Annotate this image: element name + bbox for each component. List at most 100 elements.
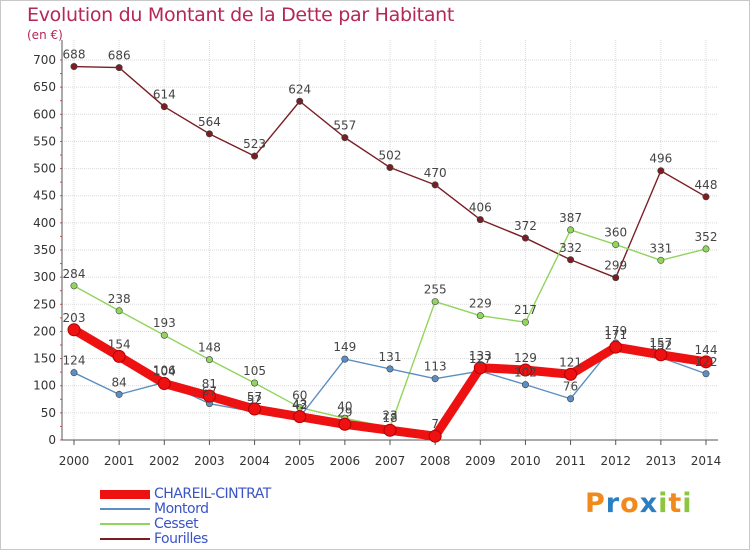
data-label: 217: [514, 303, 537, 317]
y-tick-label: 500: [33, 162, 56, 176]
legend-label: Fourilles: [154, 531, 208, 547]
data-label: 52: [247, 393, 262, 407]
proxiti-logo: Proxiti: [585, 488, 693, 519]
y-tick-label: 650: [33, 80, 56, 94]
data-point: [654, 348, 668, 362]
x-tick-label: 2003: [194, 454, 225, 468]
data-label: 331: [649, 241, 672, 255]
y-tick-label: 550: [33, 134, 56, 148]
logo-letter: x: [639, 488, 659, 519]
data-label: 144: [695, 343, 718, 357]
data-label: 122: [695, 355, 718, 369]
y-tick-label: 600: [33, 107, 56, 121]
data-label: 23: [382, 409, 397, 423]
y-tick-label: 200: [33, 324, 56, 338]
y-tick-label: 300: [33, 270, 56, 284]
data-point: [564, 367, 578, 381]
legend-item-cesset: Cesset: [100, 516, 199, 532]
data-label: 332: [559, 241, 582, 255]
data-label: 127: [469, 352, 492, 366]
data-label: 557: [333, 119, 356, 133]
data-label: 688: [63, 48, 86, 62]
data-label: 81: [202, 377, 217, 391]
x-tick-label: 2007: [375, 454, 406, 468]
legend-swatch: [100, 489, 150, 499]
data-point: [205, 356, 213, 364]
data-label: 124: [63, 354, 86, 368]
data-point: [702, 370, 710, 378]
data-point: [251, 379, 259, 387]
data-point: [567, 256, 575, 264]
data-point: [386, 163, 394, 171]
data-label: 229: [469, 297, 492, 311]
data-point: [476, 312, 484, 320]
data-point: [115, 64, 123, 72]
y-tick-label: 150: [33, 352, 56, 366]
data-point: [431, 298, 439, 306]
legend-item-fourilles: Fourilles: [100, 531, 208, 547]
data-point: [70, 63, 78, 71]
data-label: 133: [469, 349, 492, 363]
data-point: [699, 355, 713, 369]
legend-label: CHAREIL-CINTRAT: [154, 486, 271, 502]
data-label: 154: [108, 337, 131, 351]
data-point: [160, 331, 168, 339]
data-point: [612, 241, 620, 249]
x-tick-label: 2012: [600, 454, 631, 468]
data-point: [567, 395, 575, 403]
data-point: [160, 103, 168, 111]
x-tick-label: 2011: [555, 454, 586, 468]
y-tick-label: 450: [33, 189, 56, 203]
data-point: [341, 355, 349, 363]
logo-letter: r: [605, 488, 621, 519]
data-point: [431, 181, 439, 189]
data-label: 149: [333, 340, 356, 354]
x-tick-label: 2005: [284, 454, 315, 468]
y-tick-label: 50: [41, 406, 56, 420]
data-label: 67: [202, 385, 217, 399]
data-point: [657, 256, 665, 264]
x-tick-label: 2013: [646, 454, 677, 468]
data-label: 179: [604, 324, 627, 338]
data-label: 84: [112, 375, 127, 389]
x-tick-label: 2006: [330, 454, 361, 468]
x-tick-label: 2014: [691, 454, 722, 468]
data-point: [567, 226, 575, 234]
data-point: [521, 318, 529, 326]
data-label: 564: [198, 115, 221, 129]
data-point: [657, 167, 665, 175]
data-label: 406: [469, 201, 492, 215]
data-label: 148: [198, 341, 221, 355]
data-label: 523: [243, 137, 266, 151]
logo-letter: o: [620, 488, 640, 519]
data-label: 105: [243, 364, 266, 378]
data-point: [202, 389, 216, 403]
y-axis-unit: (en €): [27, 28, 63, 42]
x-tick-label: 2009: [465, 454, 496, 468]
data-label: 686: [108, 49, 131, 63]
y-tick-label: 400: [33, 216, 56, 230]
legend-swatch: [100, 538, 150, 540]
data-label: 255: [424, 283, 447, 297]
data-point: [386, 365, 394, 373]
data-point: [293, 410, 307, 424]
data-point: [205, 130, 213, 138]
legend-item-chareil-cintrat: CHAREIL-CINTRAT: [100, 486, 271, 502]
data-point: [612, 274, 620, 282]
x-tick-label: 2002: [149, 454, 180, 468]
logo-letter: i: [682, 488, 693, 519]
data-label: 496: [649, 152, 672, 166]
data-point: [609, 340, 623, 354]
data-label: 40: [337, 399, 352, 413]
legend-swatch: [100, 508, 150, 510]
data-point: [702, 193, 710, 201]
x-tick-label: 2008: [420, 454, 451, 468]
data-label: 502: [379, 148, 402, 162]
legend-label: Cesset: [154, 516, 199, 532]
data-point: [476, 216, 484, 224]
data-label: 171: [604, 328, 627, 342]
x-tick-label: 2000: [59, 454, 90, 468]
logo-letter: P: [585, 488, 606, 519]
data-label: 102: [514, 366, 537, 380]
